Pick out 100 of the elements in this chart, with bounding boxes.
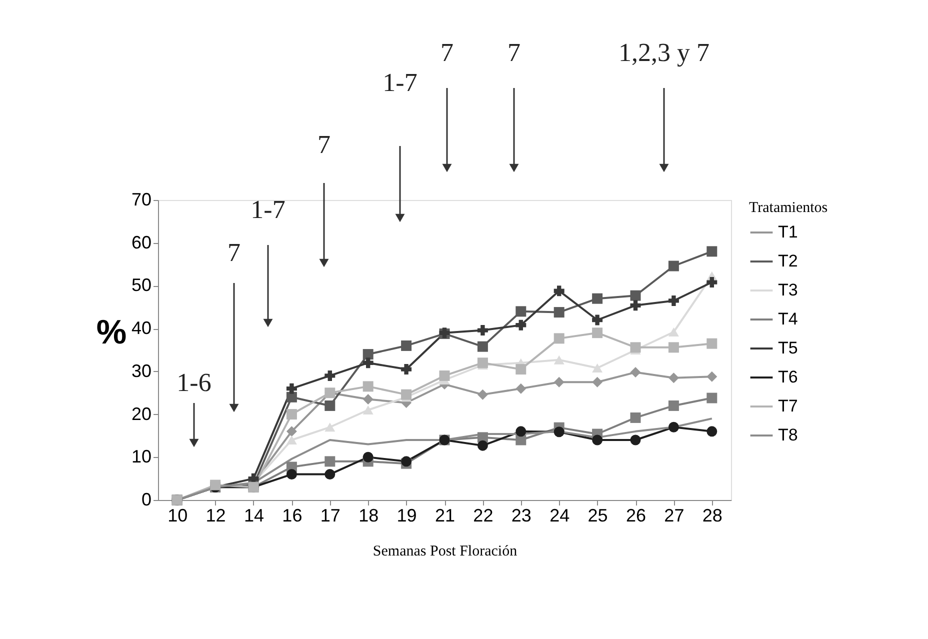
y-tick-label: 60 <box>131 232 152 252</box>
point <box>630 300 641 311</box>
point <box>401 364 412 375</box>
point <box>324 422 336 432</box>
legend-label: T5 <box>778 338 798 358</box>
point <box>362 381 374 392</box>
annotation: 1-7 <box>250 195 286 224</box>
point <box>630 342 641 353</box>
x-tick-label: 17 <box>320 506 340 526</box>
point <box>362 405 374 415</box>
annotation: 1-6 <box>176 368 212 397</box>
point <box>668 400 679 411</box>
point <box>706 371 718 382</box>
point <box>554 426 564 438</box>
point <box>668 422 679 432</box>
point <box>477 341 488 352</box>
legend-label: T1 <box>778 222 798 242</box>
point <box>668 372 679 384</box>
point <box>668 295 679 306</box>
x-tick-label: 26 <box>626 506 646 526</box>
y-tick-label: 10 <box>131 446 152 467</box>
point <box>554 355 564 364</box>
x-tick-label: 18 <box>358 506 379 526</box>
point <box>362 452 374 462</box>
point <box>630 412 641 423</box>
x-tick-label: 10 <box>168 506 188 526</box>
point <box>324 469 336 480</box>
x-tick-label: 28 <box>702 506 722 526</box>
y-tick-label: 20 <box>131 404 152 424</box>
point <box>286 392 297 402</box>
point <box>324 456 336 467</box>
point <box>362 349 374 360</box>
y-tick-label: 50 <box>131 275 152 296</box>
point <box>592 376 603 388</box>
point <box>401 340 412 351</box>
x-tick-label: 23 <box>511 506 532 526</box>
point <box>706 426 718 437</box>
legend-label: T8 <box>778 426 798 444</box>
point <box>286 409 297 420</box>
point <box>554 376 564 388</box>
point <box>324 400 336 411</box>
point <box>516 306 526 317</box>
point <box>516 320 526 330</box>
x-tick-label: 12 <box>206 506 226 526</box>
point <box>554 307 564 318</box>
point <box>554 333 564 344</box>
x-tick-label: 19 <box>396 506 417 526</box>
text: 7 <box>440 38 454 67</box>
point <box>477 389 488 400</box>
point <box>554 286 564 296</box>
point <box>630 290 641 301</box>
x-tick-label: 21 <box>434 506 456 526</box>
point <box>706 392 718 404</box>
x-tick-label: 14 <box>244 506 264 526</box>
text: 1-7 <box>382 68 418 97</box>
point <box>630 367 641 378</box>
legend-label: T3 <box>778 280 798 300</box>
y-tick-label: 30 <box>131 360 152 381</box>
y-axis-title: % <box>96 314 127 352</box>
legend-label: T7 <box>778 396 798 416</box>
point <box>592 293 603 304</box>
text: 7 <box>318 130 330 159</box>
point <box>592 314 603 326</box>
point <box>516 426 526 437</box>
point <box>362 394 374 405</box>
legend-label: T2 <box>778 252 798 270</box>
point <box>592 328 603 338</box>
point <box>286 426 297 437</box>
point <box>706 246 718 257</box>
point <box>439 370 450 381</box>
point <box>630 434 641 446</box>
point <box>477 325 488 336</box>
point <box>706 277 718 288</box>
x-tick-label: 24 <box>550 506 570 526</box>
y-tick-label: 0 <box>141 490 152 510</box>
point <box>401 389 412 400</box>
point <box>324 370 336 381</box>
point <box>668 260 679 272</box>
y-tick-label: 70 <box>131 190 152 210</box>
point <box>592 363 603 373</box>
x-tick-label: 16 <box>282 506 302 526</box>
legend-label: T6 <box>778 368 798 386</box>
x-tick-label: 27 <box>664 506 684 526</box>
point <box>668 327 679 337</box>
x-tick-label: 25 <box>588 506 608 526</box>
legend-label: T4 <box>778 310 798 328</box>
text: 7 <box>508 38 520 67</box>
x-axis-title: Semanas Post Floración <box>372 544 518 560</box>
annotation: 7 <box>228 238 240 267</box>
point <box>516 383 526 394</box>
point <box>477 440 488 451</box>
y-tick-label: 40 <box>131 318 152 338</box>
text: 1,2,3 y 7 <box>618 38 710 67</box>
point <box>286 435 297 445</box>
point <box>286 383 297 394</box>
legend-title: Tratamientos <box>749 200 828 216</box>
point <box>706 338 718 349</box>
x-tick-label: 22 <box>473 506 494 526</box>
point <box>286 469 297 480</box>
point <box>362 358 374 368</box>
